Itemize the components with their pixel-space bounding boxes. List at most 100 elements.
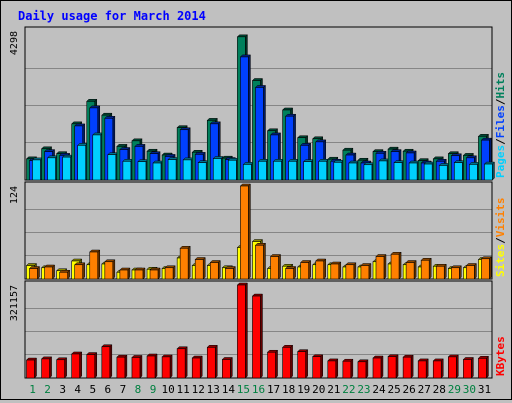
bar-side <box>248 54 251 181</box>
bar-front <box>303 161 312 181</box>
bar-front <box>288 160 297 181</box>
panel-2: 124 Sites/Visits <box>9 181 507 280</box>
bar-front <box>375 256 385 280</box>
bar-visits-day-2 <box>43 264 56 280</box>
bar-front <box>463 359 472 379</box>
bar-side <box>230 356 233 379</box>
bar-kbytes-day-30 <box>462 356 474 379</box>
day-label-14: 14 <box>222 383 236 396</box>
bar-kbytes-day-23 <box>357 359 369 379</box>
day-label-19: 19 <box>297 383 310 396</box>
bar-front <box>164 267 174 280</box>
bar-side <box>79 351 82 379</box>
day-label-22: 22 <box>342 383 355 396</box>
bar-side <box>154 353 158 379</box>
bar-front <box>345 264 355 280</box>
bar-front <box>104 261 114 280</box>
bar-kbytes-day-29 <box>447 354 459 379</box>
bar-front <box>206 347 216 379</box>
bar-kbytes-day-22 <box>342 358 354 379</box>
day-label-31: 31 <box>478 383 491 396</box>
bar-side <box>187 245 191 280</box>
legend-entry: Sites <box>494 244 507 277</box>
bar-visits-day-20 <box>315 258 327 280</box>
bar-visits-day-28 <box>435 263 447 280</box>
legend-entry: / <box>494 98 507 105</box>
bar-kbytes-day-12 <box>191 355 203 379</box>
bar-visits-day-3 <box>59 269 71 280</box>
bar-visits-day-6 <box>104 259 116 280</box>
bar-side <box>199 355 203 379</box>
bar-front <box>273 160 282 181</box>
bar-front <box>240 185 249 280</box>
bar-visits-day-9 <box>149 267 161 280</box>
bar-kbytes-day-17 <box>266 349 279 379</box>
day-label-5: 5 <box>89 383 96 396</box>
bar-visits-day-26 <box>405 259 417 280</box>
bar-front <box>225 268 234 280</box>
bar-side <box>172 265 176 280</box>
bar-front <box>333 162 343 181</box>
bar-visits-day-11 <box>179 245 191 280</box>
bar-kbytes-day-28 <box>432 358 444 379</box>
legend-entry: Files <box>494 105 507 138</box>
bar-front <box>357 361 367 379</box>
bar-kbytes-day-8 <box>131 354 143 379</box>
bar-kbytes-day-13 <box>206 344 218 379</box>
bar-front <box>212 158 222 181</box>
bar-side <box>109 344 113 379</box>
day-label-15: 15 <box>237 383 250 396</box>
legend-entry: Pages <box>494 145 507 178</box>
bar-front <box>405 262 415 280</box>
bar-pages-day-21 <box>333 159 345 181</box>
bar-front <box>228 159 237 181</box>
bar-kbytes-day-14 <box>221 356 233 379</box>
bar-front <box>408 162 418 181</box>
bar-pages-day-14 <box>227 157 239 181</box>
bar-kbytes-day-15 <box>236 282 249 379</box>
bar-front <box>92 134 102 181</box>
bar-visits-day-27 <box>420 257 432 280</box>
day-label-17: 17 <box>267 383 280 396</box>
bar-pages-day-26 <box>408 160 420 181</box>
bar-front <box>423 163 433 181</box>
bar-visits-day-13 <box>209 259 221 280</box>
bar-kbytes-day-11 <box>176 346 188 379</box>
bar-kbytes-day-31 <box>477 355 490 379</box>
day-label-9: 9 <box>150 383 157 396</box>
bar-side <box>248 183 251 280</box>
bar-front <box>176 348 186 379</box>
bar-kbytes-day-5 <box>86 351 98 379</box>
bar-kbytes-day-21 <box>327 358 339 379</box>
bar-front <box>167 159 177 181</box>
legend-entry: / <box>494 237 507 244</box>
day-label-30: 30 <box>463 383 476 396</box>
bar-pages-day-29 <box>453 160 465 181</box>
bar-front <box>285 268 294 280</box>
day-label-11: 11 <box>177 383 190 396</box>
legend-entry: Hits <box>494 72 507 99</box>
bar-front <box>478 358 487 379</box>
bar-front <box>26 359 35 379</box>
panel-legend: Sites/Visits <box>494 198 507 278</box>
bar-kbytes-day-6 <box>101 344 113 379</box>
bar-front <box>122 160 132 181</box>
bar-front <box>101 346 111 379</box>
day-label-8: 8 <box>135 383 142 396</box>
day-label-24: 24 <box>372 383 386 396</box>
day-label-28: 28 <box>433 383 446 396</box>
bar-pages-day-27 <box>423 161 435 181</box>
bar-visits-day-31 <box>480 256 493 280</box>
bar-kbytes-day-24 <box>372 355 384 379</box>
bar-side <box>202 256 206 280</box>
bar-pages-day-25 <box>393 160 405 181</box>
bar-side <box>169 354 173 379</box>
bar-pages-day-1 <box>31 157 44 181</box>
bar-front <box>243 164 252 181</box>
bar-front <box>420 259 430 280</box>
day-label-18: 18 <box>282 383 295 396</box>
panel-3: 321157 KBytes <box>9 280 507 379</box>
bar-visits-day-19 <box>300 259 312 280</box>
bar-pages-day-18 <box>287 158 300 181</box>
